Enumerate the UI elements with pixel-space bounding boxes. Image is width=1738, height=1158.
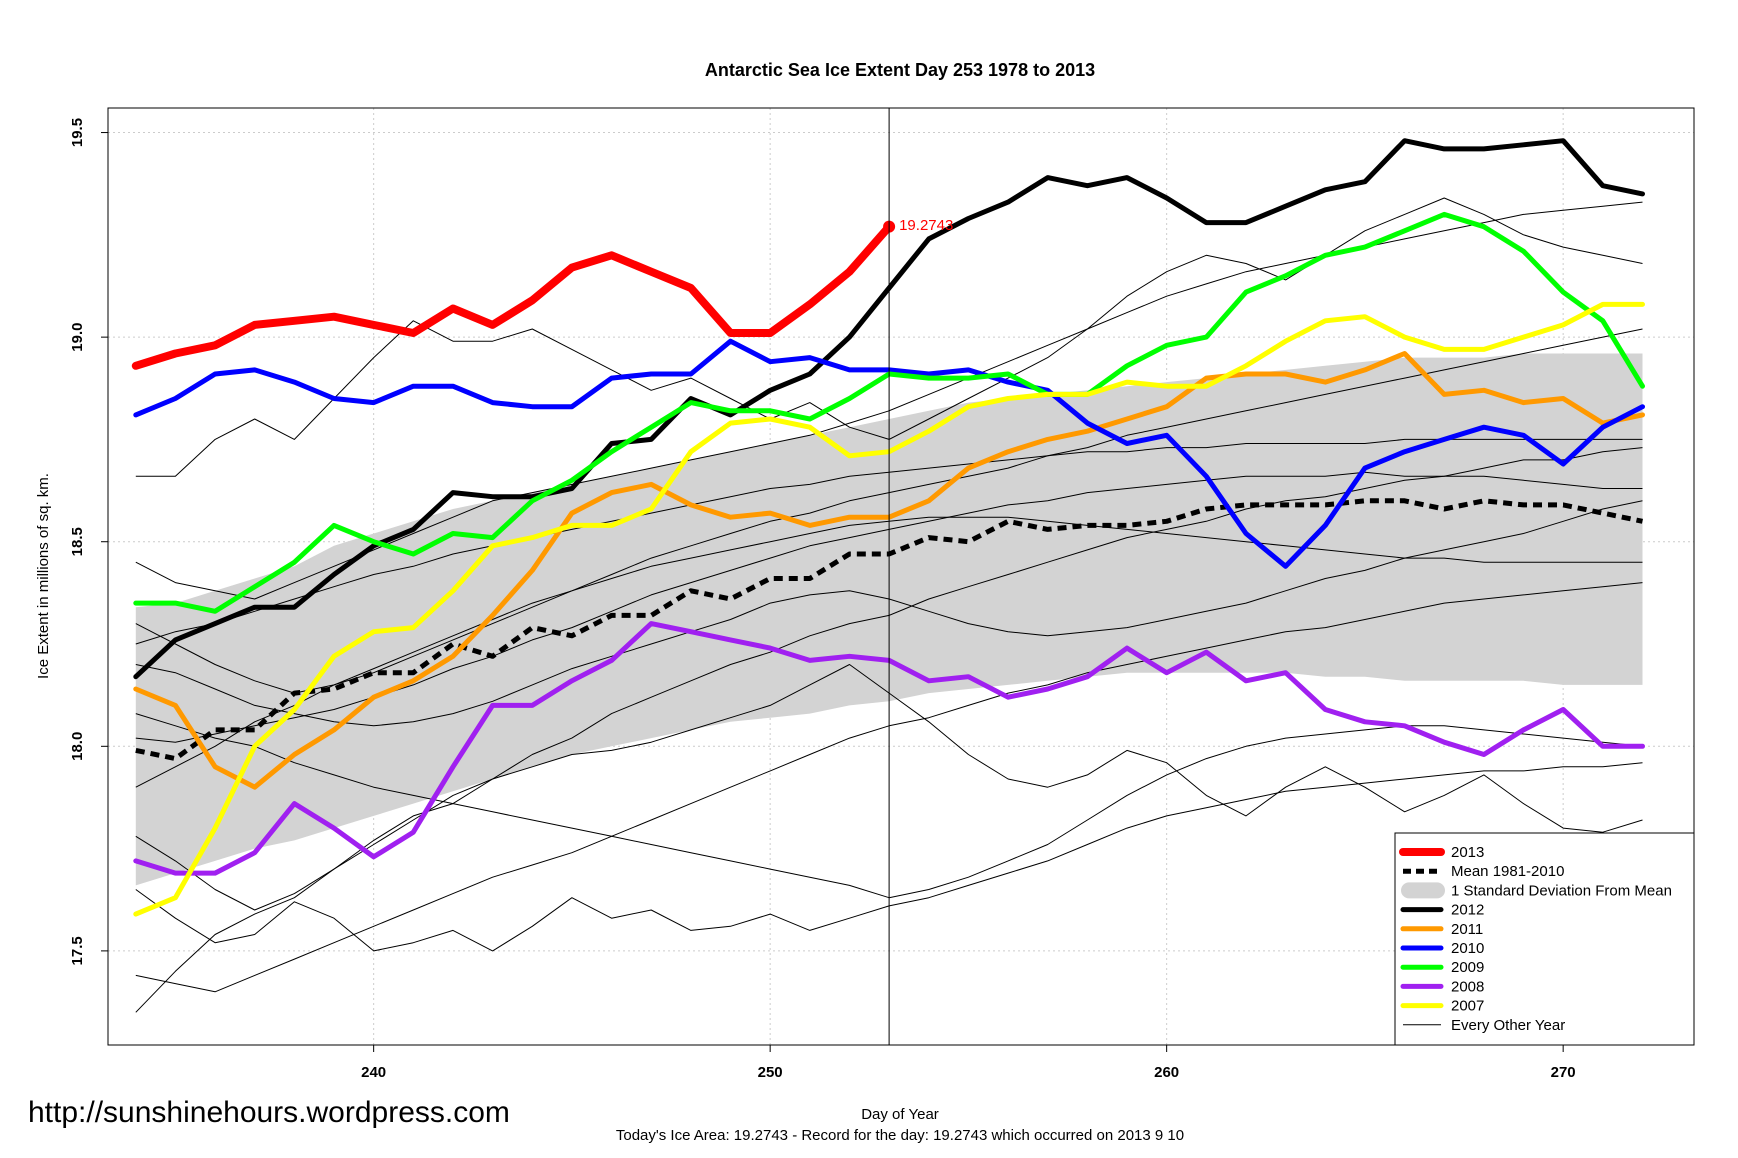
legend-label: 1 Standard Deviation From Mean xyxy=(1451,882,1672,899)
y-tick-label: 19.0 xyxy=(69,323,86,352)
legend-label: 2008 xyxy=(1451,978,1484,995)
legend-key-1-standard-deviation-from-mean xyxy=(1401,882,1445,899)
y-tick-label: 18.0 xyxy=(69,732,86,761)
source-url: http://sunshinehours.wordpress.com xyxy=(28,1096,510,1129)
legend-label: 2009 xyxy=(1451,959,1484,976)
legend-label: Mean 1981-2010 xyxy=(1451,863,1564,880)
legend-label: 2013 xyxy=(1451,844,1484,861)
plot-frame xyxy=(107,107,1695,1046)
x-tick-label: 260 xyxy=(1154,1064,1179,1081)
x-axis-label: Day of Year xyxy=(861,1106,939,1123)
legend-box xyxy=(1394,832,1695,1046)
x-tick-label: 250 xyxy=(758,1064,783,1081)
y-tick-label: 18.5 xyxy=(69,527,86,556)
current-value-label: 19.2743 xyxy=(899,217,953,234)
legend-label: 2010 xyxy=(1451,940,1484,957)
axis-ticks: 240 250 260 270 17.5 18.0 18.5 19.0 19.5 xyxy=(69,118,1576,1081)
footer-note: Today's Ice Area: 19.2743 - Record for t… xyxy=(616,1127,1184,1144)
legend-label: 2011 xyxy=(1451,921,1483,938)
legend-label: Every Other Year xyxy=(1451,1017,1565,1034)
legend-label: 2007 xyxy=(1451,998,1484,1015)
chart-title: Antarctic Sea Ice Extent Day 253 1978 to… xyxy=(705,60,1095,80)
y-axis-label: Ice Extent in millions of sq. km. xyxy=(35,473,52,679)
y-tick-label: 19.5 xyxy=(69,118,86,147)
legend-label: 2012 xyxy=(1451,902,1484,919)
series-line-2013 xyxy=(131,222,894,370)
y-tick-label: 17.5 xyxy=(69,936,86,965)
x-tick-label: 270 xyxy=(1551,1064,1576,1081)
legend: 2013 Mean 1981-2010 1 Standard Deviation F… xyxy=(1394,832,1695,1046)
x-tick-label: 240 xyxy=(361,1064,386,1081)
